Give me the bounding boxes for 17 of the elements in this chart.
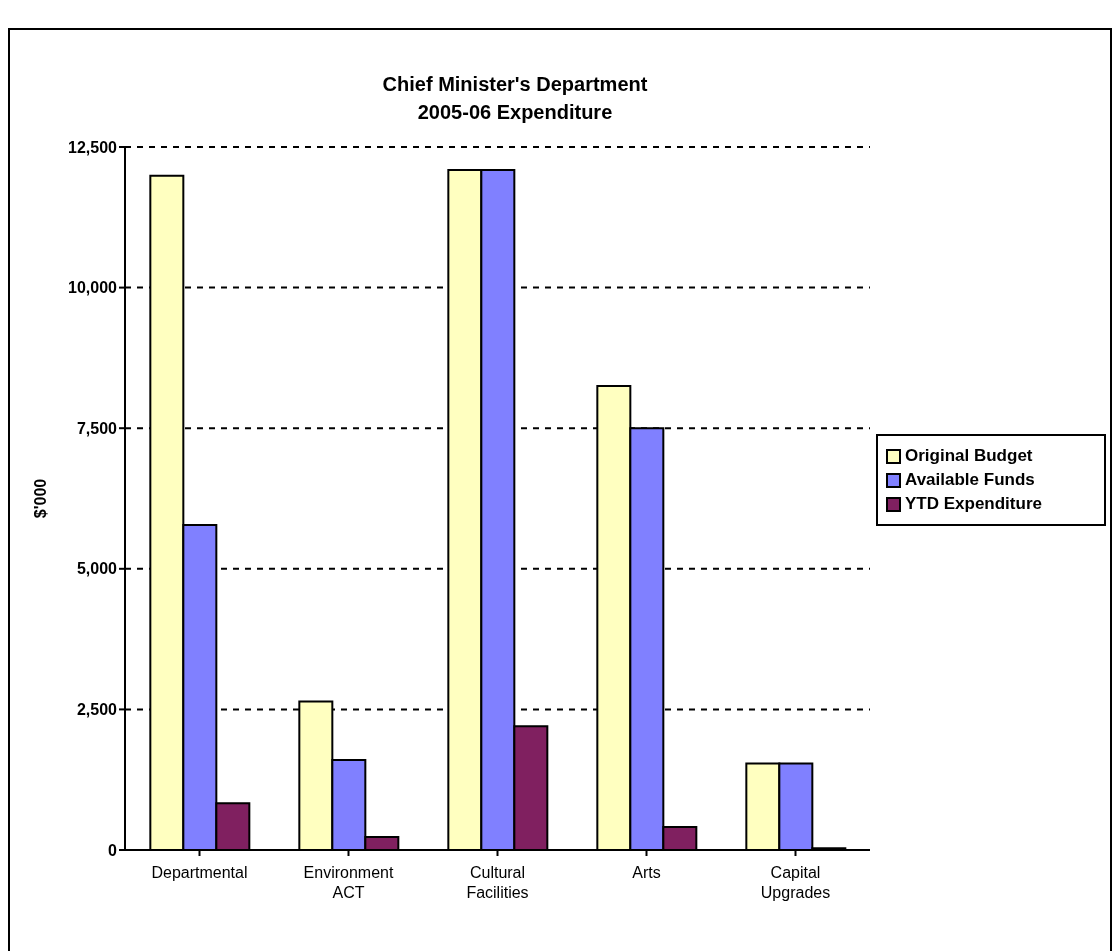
y-tick-label: 0 [108,841,118,859]
chart-title: Chief Minister's Department [381,72,649,97]
x-tick-label: Arts [632,864,661,881]
y-axis-title: $'000 [31,478,49,519]
chart-subtitle: 2005-06 Expenditure [416,100,614,125]
legend-label: Original Budget [905,446,1033,466]
x-tick-label: Cultural Facilities [466,864,529,901]
y-tick-label: 10,000 [68,279,118,297]
legend-label: YTD Expenditure [905,494,1042,514]
x-tick-label: Environment ACT [303,864,394,901]
x-tick-label: Capital Upgrades [760,864,831,901]
legend-label: Available Funds [905,470,1035,490]
y-tick-label: 5,000 [76,560,118,578]
y-tick-label: 2,500 [76,701,118,719]
y-tick-label: 12,500 [68,138,118,156]
x-tick-label: Departmental [151,864,248,881]
y-tick-label: 7,500 [76,419,118,437]
